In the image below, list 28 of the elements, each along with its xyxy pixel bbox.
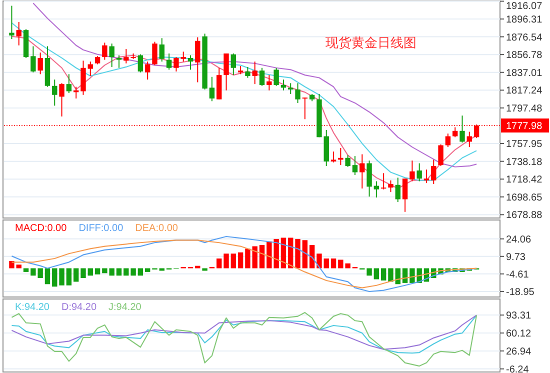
y-tick-label: 1698.65	[506, 192, 543, 204]
y-tick-label: -18.95	[506, 286, 535, 298]
y-tick-label: 1678.88	[506, 210, 543, 222]
text: MACD:0.00	[15, 223, 68, 234]
y-tick-label: 1738.18	[506, 156, 543, 168]
y-tick-label: 93.31	[506, 310, 532, 322]
y-tick-label: 1876.54	[506, 32, 543, 44]
y-tick-label: 1856.78	[506, 50, 543, 62]
series-label: DEA:0.00	[135, 223, 178, 234]
series-label: K:94.20	[15, 302, 50, 313]
y-tick-label: 1916.07	[506, 1, 543, 12]
y-tick-label: 1718.42	[506, 174, 543, 186]
y-tick-label: -6.24	[506, 364, 530, 373]
y-tick-label: 1797.48	[506, 103, 543, 114]
y-tick-label: 26.94	[506, 346, 532, 358]
ref-line-label: 1777.98	[506, 120, 543, 132]
y-tick-label: 1896.31	[506, 14, 543, 26]
series-label: DIFF:0.00	[78, 223, 124, 234]
y-tick-label: 60.12	[506, 328, 532, 340]
text: 现货黄金日线图	[326, 35, 416, 50]
y-tick-label: 24.06	[506, 234, 532, 246]
y-tick-label: 9.73	[506, 252, 526, 263]
y-tick-label: 1757.95	[506, 139, 543, 150]
y-tick-label: 1817.24	[506, 86, 543, 97]
y-tick-label: -4.61	[506, 269, 530, 280]
y-tick-label: 1837.01	[506, 68, 543, 79]
text: D:94.20	[61, 302, 97, 313]
series-label: J:94.20	[108, 302, 142, 313]
